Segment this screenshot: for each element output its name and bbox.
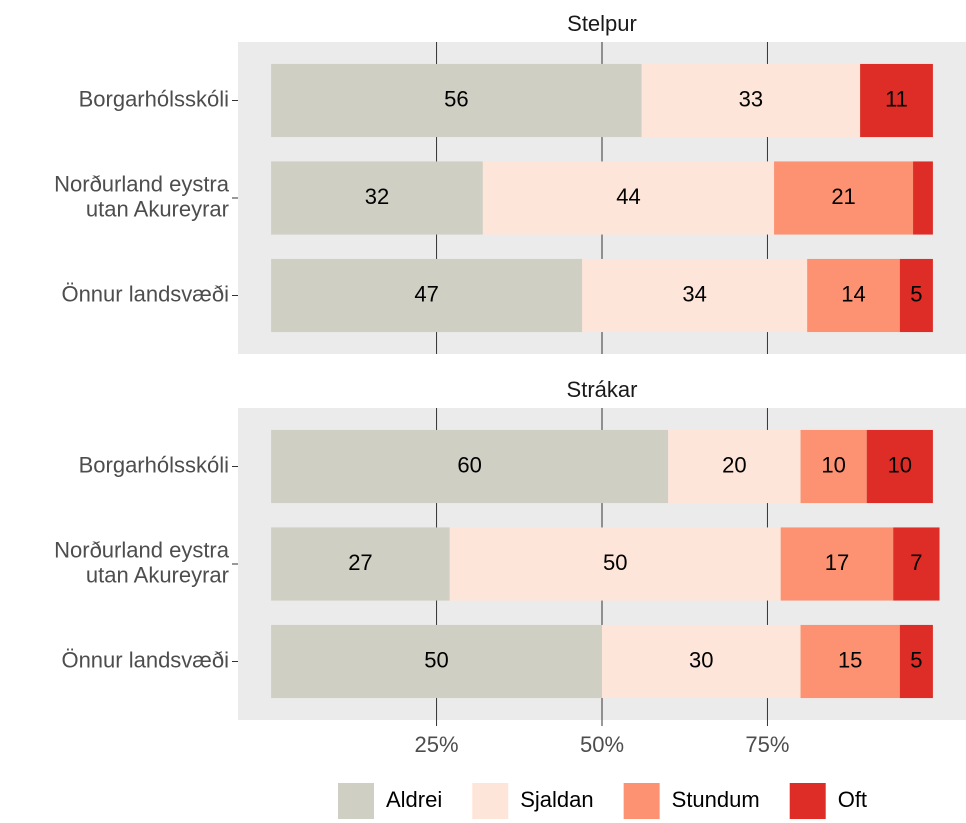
bar-segment <box>602 624 801 699</box>
bar-segment <box>271 63 642 138</box>
x-tick-label: 25% <box>415 732 459 757</box>
y-tick-label: Önnur landsvæði <box>61 647 229 672</box>
bar-segment <box>800 624 900 699</box>
data-label: 14 <box>841 281 865 306</box>
strip-title: Stelpur <box>567 11 637 36</box>
data-label: 32 <box>365 184 389 209</box>
data-label: 34 <box>682 281 706 306</box>
bar-segment <box>807 258 900 333</box>
y-tick-label: Borgarhólsskóli <box>79 452 229 477</box>
data-label: 5 <box>910 647 922 672</box>
data-label: 50 <box>424 647 448 672</box>
data-label: 30 <box>689 647 713 672</box>
data-label: 60 <box>457 452 481 477</box>
data-label: 56 <box>444 86 468 111</box>
data-label: 27 <box>348 550 372 575</box>
legend-key <box>623 783 660 819</box>
bar-segment <box>899 258 933 333</box>
bar-segment <box>774 161 914 235</box>
legend-label: Aldrei <box>386 787 442 812</box>
bar-segment <box>271 624 602 699</box>
data-label: 50 <box>603 550 627 575</box>
data-label: 15 <box>838 647 862 672</box>
data-label: 5 <box>910 281 922 306</box>
bar-segment <box>800 429 867 504</box>
data-label: 10 <box>821 452 845 477</box>
bar-segment <box>449 527 781 601</box>
bar-segment <box>668 429 801 504</box>
y-tick-label: Borgarhólsskóli <box>79 86 229 111</box>
y-tick-label: Önnur landsvæði <box>61 281 229 306</box>
y-tick-label: Norðurland eystra utan Akureyrar <box>54 171 230 221</box>
data-label: 33 <box>739 86 763 111</box>
bar-segment <box>271 258 583 333</box>
bar-segment <box>582 258 808 333</box>
bar-segment <box>271 527 450 601</box>
data-label: 47 <box>414 281 438 306</box>
legend-label: Stundum <box>672 787 760 812</box>
legend-key <box>789 783 826 819</box>
bar-segment <box>271 161 483 235</box>
legend-label: Sjaldan <box>520 787 593 812</box>
strip-title: Strákar <box>567 377 638 402</box>
legend-key <box>472 783 509 819</box>
bar-segment <box>271 429 669 504</box>
data-label: 10 <box>888 452 912 477</box>
data-label: 21 <box>831 184 855 209</box>
bar-segment <box>780 527 894 601</box>
x-tick-label: 50% <box>580 732 624 757</box>
bar-segment <box>482 161 775 235</box>
data-label: 20 <box>722 452 746 477</box>
bar-segment <box>866 429 933 504</box>
data-label: 7 <box>910 550 922 575</box>
data-label: 44 <box>616 184 640 209</box>
bar-segment <box>913 161 933 235</box>
bar-segment <box>893 527 940 601</box>
data-label: 17 <box>825 550 849 575</box>
x-tick-label: 75% <box>745 732 789 757</box>
legend-label: Oft <box>838 787 867 812</box>
bar-segment <box>641 63 861 138</box>
bar-segment <box>860 63 933 138</box>
y-tick-label: Norðurland eystra utan Akureyrar <box>54 537 230 587</box>
legend-key <box>338 783 374 819</box>
data-label: 11 <box>885 86 908 111</box>
bar-segment <box>899 624 933 699</box>
